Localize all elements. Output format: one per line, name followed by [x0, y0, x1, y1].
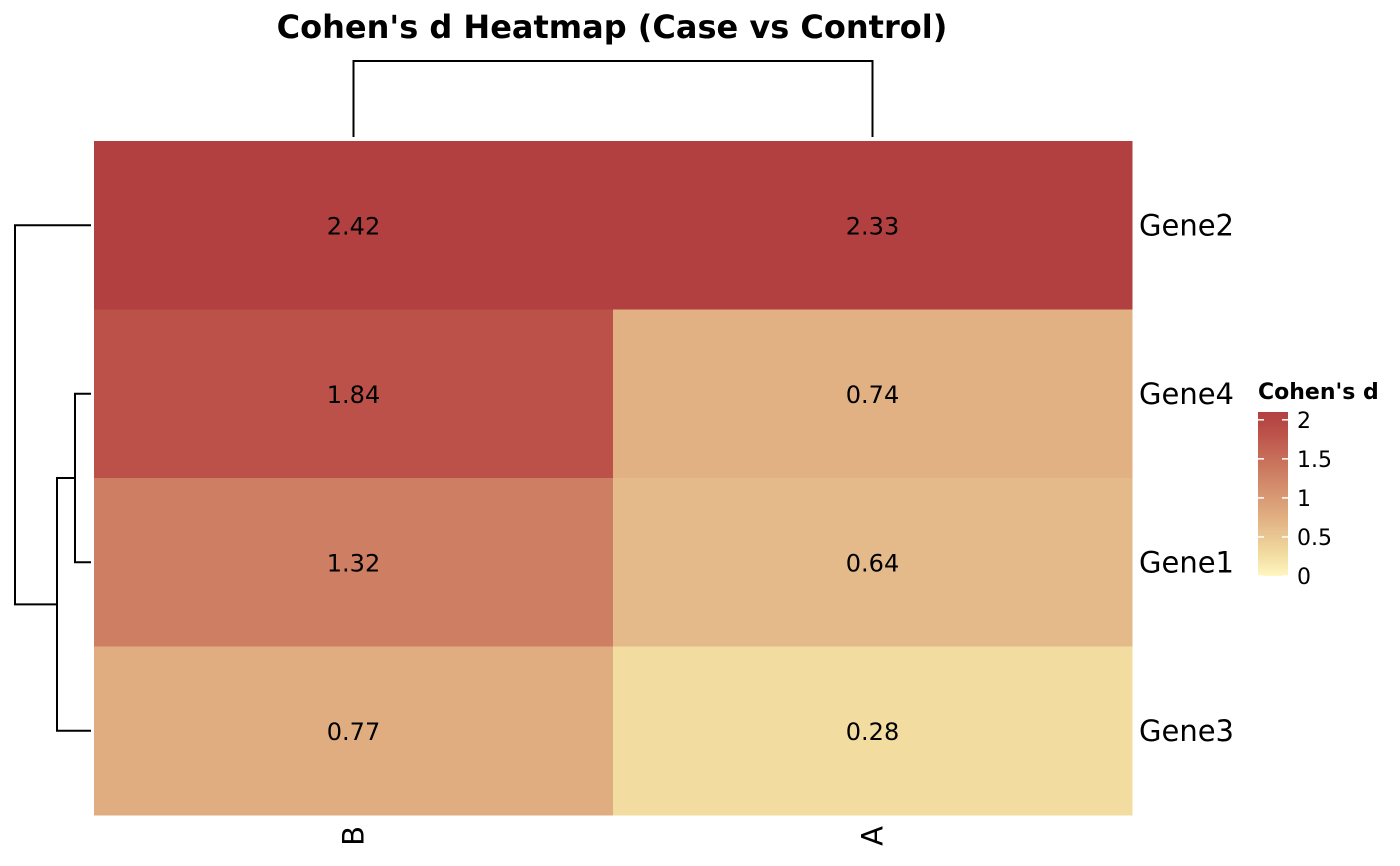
row-labels: Gene2 Gene4 Gene1 Gene3: [1139, 208, 1234, 748]
column-label-b: B: [337, 826, 371, 846]
legend-tick-label: 0.5: [1297, 526, 1332, 551]
legend-tick-label: 2: [1297, 409, 1311, 434]
legend-title: Cohen's d: [1258, 380, 1379, 405]
heatmap-cell-gene2-a: [613, 141, 1133, 310]
legend-tick-label: 1: [1297, 487, 1311, 512]
heatmap-cell-gene3-b: [94, 646, 614, 816]
cell-value-label: 1.32: [327, 549, 380, 577]
heatmap-cell-gene3-a: [613, 646, 1133, 816]
heatmap-cell-gene1-b: [94, 478, 614, 647]
column-label-a: A: [856, 826, 890, 846]
row-label-gene3: Gene3: [1139, 714, 1234, 748]
heatmap-cell-gene4-a: [613, 309, 1133, 479]
cell-value-label: 2.33: [846, 212, 899, 240]
row-dendrogram-branch-gene2: [14, 224, 91, 606]
cell-value-label: 0.64: [846, 549, 899, 577]
cell-value-label: 1.84: [327, 381, 380, 409]
color-legend: Cohen's d 2 1.5 1 0.5 0: [1258, 380, 1379, 590]
column-dendrogram-branch: [352, 60, 874, 137]
legend-tick-label: 1.5: [1297, 448, 1332, 473]
chart-title: Cohen's d Heatmap (Case vs Control): [277, 8, 948, 46]
row-dendrogram-branch-gene4-gene1: [74, 392, 91, 564]
heatmap-cell-gene1-a: [613, 478, 1133, 647]
row-label-gene4: Gene4: [1139, 377, 1234, 411]
cell-value-labels: 2.42 2.33 1.84 0.74 1.32 0.64 0.77 0.28: [327, 212, 899, 746]
row-label-gene2: Gene2: [1139, 208, 1234, 242]
column-dendrogram: [352, 60, 874, 137]
heatmap-cell-gene4-b: [94, 309, 614, 479]
cell-value-label: 0.28: [846, 718, 899, 746]
cell-value-label: 2.42: [327, 212, 380, 240]
heatmap-cells: [94, 141, 1133, 816]
cell-value-label: 0.77: [327, 718, 380, 746]
legend-tick-label: 0: [1297, 565, 1311, 590]
row-dendrogram: [14, 224, 91, 732]
legend-ticks: 2 1.5 1 0.5 0: [1258, 409, 1332, 590]
row-label-gene1: Gene1: [1139, 545, 1234, 579]
legend-color-bar: [1258, 412, 1288, 576]
heatmap-cell-gene2-b: [94, 141, 614, 310]
cell-value-label: 0.74: [846, 381, 899, 409]
